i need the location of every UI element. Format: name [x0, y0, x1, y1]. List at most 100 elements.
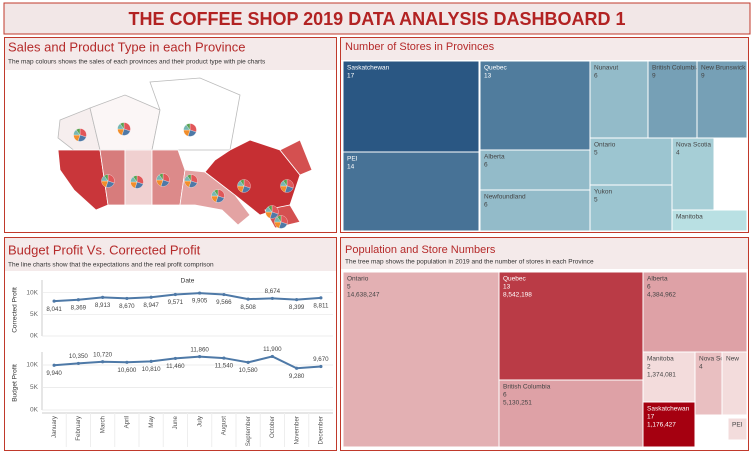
treemap-cell: [642, 271, 748, 353]
cell-value: 6: [484, 162, 488, 169]
cell-label: New Brunswick: [701, 65, 746, 72]
pie-slice: [267, 205, 273, 213]
cell-value: 6: [594, 73, 598, 80]
cell-stores: 17: [647, 414, 655, 421]
map-title: Sales and Product Type in each Province: [8, 39, 246, 54]
data-label: 10,810: [142, 366, 161, 373]
data-label: 10,720: [93, 351, 112, 358]
y-tick-label: 5K: [30, 384, 39, 391]
cell-label: Ontario: [594, 142, 616, 149]
cell-value: 14,638,247: [347, 292, 380, 299]
cell-label: Nunavut: [594, 65, 618, 72]
population-panel-header: [341, 238, 748, 269]
point: [222, 356, 226, 360]
point: [149, 295, 153, 299]
treemap-cell: [498, 271, 644, 381]
data-label: 8,674: [265, 288, 281, 295]
data-label: 8,670: [119, 303, 135, 310]
pie-slice: [75, 128, 81, 136]
treemap-cell: [671, 137, 715, 211]
y-tick-label: 0K: [30, 407, 39, 414]
cell-value: 9: [652, 73, 656, 80]
x-tick-label: May: [148, 415, 155, 428]
data-label: 8,041: [46, 306, 62, 313]
point: [149, 359, 153, 363]
cell-value: 13: [484, 73, 492, 80]
x-tick-label: September: [245, 416, 252, 446]
y-tick-label: 10K: [26, 362, 38, 369]
cell-label: Nova Scotia: [676, 142, 711, 149]
treemap-cell: [647, 60, 698, 139]
treemap-cell: [589, 60, 649, 139]
profit-panel: [4, 237, 337, 451]
point: [125, 296, 129, 301]
cell-value: 5,130,251: [503, 400, 532, 407]
treemap-cell: [479, 149, 591, 191]
data-label: 8,913: [95, 302, 111, 309]
population-title: Population and Store Numbers: [345, 244, 496, 256]
treemap-cell: [498, 379, 644, 448]
cell-label: Ontario: [347, 276, 369, 283]
y-axis-title: Corrected Profit: [12, 287, 19, 333]
treemap-cell: [727, 417, 748, 441]
data-label: 9,280: [289, 373, 305, 380]
data-label: 11,460: [166, 363, 185, 370]
x-tick-label: January: [51, 415, 58, 438]
cell-label: Saskatchewan: [647, 406, 690, 413]
profit-title: Budget Profit Vs. Corrected Profit: [8, 242, 201, 257]
treemap-cell: [342, 151, 480, 232]
point: [76, 361, 80, 366]
profit-line: [54, 355, 321, 370]
point: [246, 360, 250, 364]
cell-value: 14: [347, 164, 355, 171]
newfoundland: [279, 139, 313, 176]
data-label: 9,566: [216, 299, 232, 306]
stores-panel-header: [341, 38, 748, 60]
cell-label: Newfoundland: [484, 194, 526, 201]
cell-value: 5: [594, 150, 598, 157]
cell-label: Manitoba: [647, 356, 674, 363]
point: [101, 295, 105, 299]
y-tick-label: 5K: [30, 311, 39, 318]
point: [198, 355, 202, 359]
treemap-cell: [589, 184, 673, 232]
point: [198, 291, 202, 295]
profit-panel-header: [5, 238, 336, 271]
data-label: 9,571: [168, 299, 184, 306]
treemap-cell: [721, 351, 748, 416]
point: [295, 366, 299, 370]
x-tick-label: December: [318, 416, 325, 445]
population-subtitle: The tree map shows the population in 201…: [345, 259, 594, 266]
data-label: 8,508: [240, 304, 256, 311]
pie-slice: [119, 122, 125, 130]
data-label: 8,947: [143, 302, 159, 309]
point: [125, 360, 129, 364]
x-tick-label: April: [124, 416, 131, 428]
y-tick-label: 10K: [26, 289, 38, 296]
treemap-cell: [342, 271, 500, 448]
cell-value: 9: [701, 73, 705, 80]
cell-value: 1,176,427: [647, 422, 676, 429]
cell-label: Quebec: [484, 65, 508, 72]
cell-label: Nova Scotia: [699, 356, 734, 363]
point: [295, 298, 299, 302]
profit-lines: Date Corrected Profit 0K 5K 10K 8,041 8,369 8,9…: [12, 278, 333, 447]
treemap-cell: [642, 351, 696, 403]
map-subtitle: The map colours shows the sales of each …: [8, 59, 266, 66]
y-tick-label: 0K: [30, 333, 39, 340]
cell-value: 4,384,962: [647, 292, 676, 299]
treemap-cell: [342, 60, 480, 153]
cell-value: 1,374,081: [647, 372, 676, 379]
pie-slice: [282, 179, 288, 187]
pie-slice: [213, 189, 219, 197]
cell-label: Alberta: [484, 154, 505, 161]
pie-slice: [103, 174, 109, 182]
cell-value: 17: [347, 73, 355, 80]
data-label: 11,900: [263, 346, 282, 353]
cell-value: 8,542,198: [503, 292, 532, 299]
map-panel-header: [5, 38, 336, 70]
cell-label: Manitoba: [676, 214, 703, 221]
